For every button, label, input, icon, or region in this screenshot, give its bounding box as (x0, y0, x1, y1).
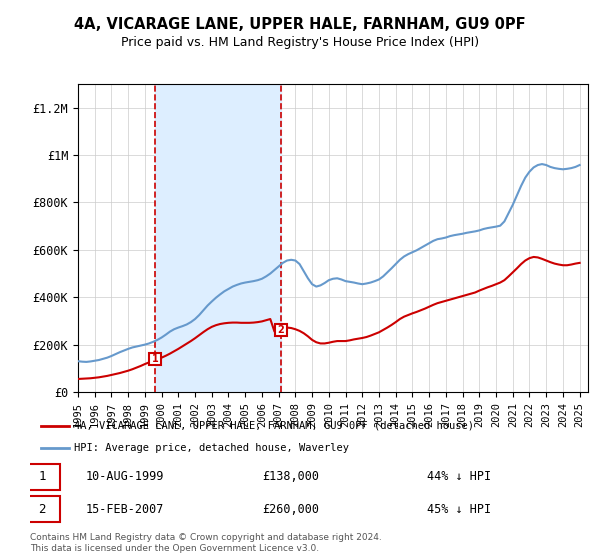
Text: 2: 2 (277, 325, 284, 335)
Text: 4A, VICARAGE LANE, UPPER HALE, FARNHAM, GU9 0PF: 4A, VICARAGE LANE, UPPER HALE, FARNHAM, … (74, 17, 526, 32)
Text: £138,000: £138,000 (262, 470, 319, 483)
Text: 44% ↓ HPI: 44% ↓ HPI (427, 470, 491, 483)
Bar (155, 84, 281, 392)
FancyBboxPatch shape (25, 464, 61, 489)
Text: 1: 1 (38, 470, 46, 483)
FancyBboxPatch shape (25, 496, 61, 522)
Text: £260,000: £260,000 (262, 502, 319, 516)
Text: 4A, VICARAGE LANE, UPPER HALE, FARNHAM, GU9 0PF (detached house): 4A, VICARAGE LANE, UPPER HALE, FARNHAM, … (74, 421, 474, 431)
Text: This data is licensed under the Open Government Licence v3.0.: This data is licensed under the Open Gov… (30, 544, 319, 553)
Text: HPI: Average price, detached house, Waverley: HPI: Average price, detached house, Wave… (74, 443, 349, 453)
Text: Price paid vs. HM Land Registry's House Price Index (HPI): Price paid vs. HM Land Registry's House … (121, 36, 479, 49)
Text: 15-FEB-2007: 15-FEB-2007 (85, 502, 164, 516)
Text: Contains HM Land Registry data © Crown copyright and database right 2024.: Contains HM Land Registry data © Crown c… (30, 533, 382, 542)
Text: 10-AUG-1999: 10-AUG-1999 (85, 470, 164, 483)
Text: 2: 2 (38, 502, 46, 516)
Text: 1: 1 (152, 354, 158, 365)
Text: 45% ↓ HPI: 45% ↓ HPI (427, 502, 491, 516)
